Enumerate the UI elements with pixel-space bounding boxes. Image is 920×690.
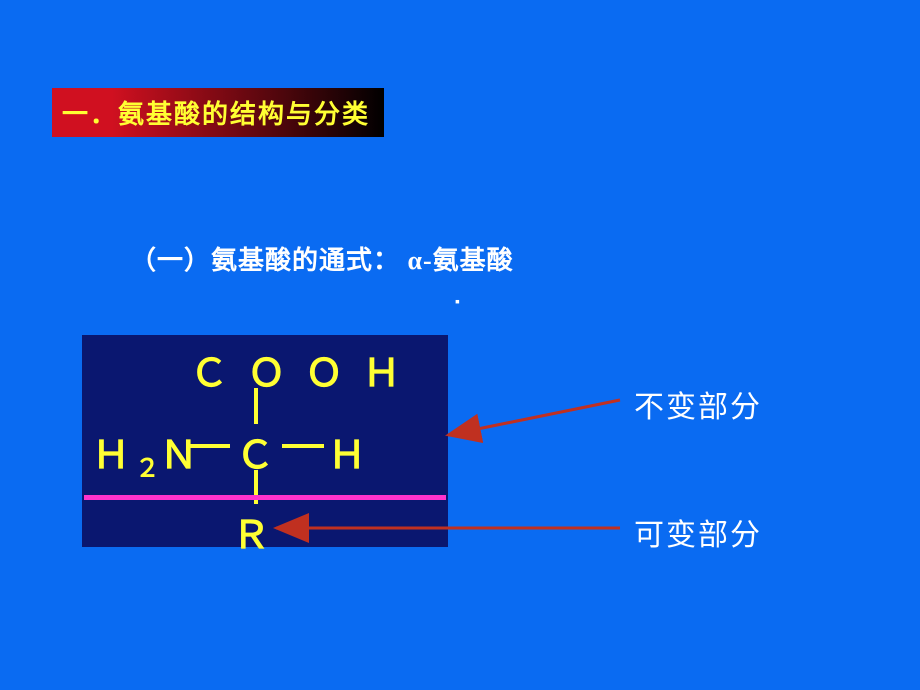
bond-vert-1 [254, 388, 258, 424]
label-fixed-part: 不变部分 [634, 382, 762, 426]
subtitle-text-2: α-氨基酸 [408, 246, 514, 275]
slide-root: 一．氨基酸的结构与分类 （一）氨基酸的通式： α-氨基酸 ▪ Ｃ Ｏ Ｏ Ｈ Ｈ… [0, 0, 920, 690]
label-variable-part: 可变部分 [634, 510, 762, 554]
separator-line [84, 495, 446, 500]
chem-h2n: Ｈ２Ｎ [92, 424, 203, 485]
center-marker: ▪ [455, 295, 460, 311]
subtitle: （一）氨基酸的通式： α-氨基酸 [130, 240, 514, 277]
chem-h: Ｈ [328, 424, 371, 479]
bond-h-2 [282, 444, 324, 448]
subtitle-text-1: （一）氨基酸的通式： [130, 246, 400, 275]
bond-h-1 [188, 444, 230, 448]
formula-box: Ｃ Ｏ Ｏ Ｈ Ｈ２Ｎ Ｃ Ｈ Ｒ [82, 335, 448, 547]
section-title: 一．氨基酸的结构与分类 [62, 100, 370, 129]
chem-r: Ｒ [232, 504, 275, 559]
title-box: 一．氨基酸的结构与分类 [52, 88, 384, 137]
chem-cooh: Ｃ Ｏ Ｏ Ｈ [190, 342, 406, 397]
